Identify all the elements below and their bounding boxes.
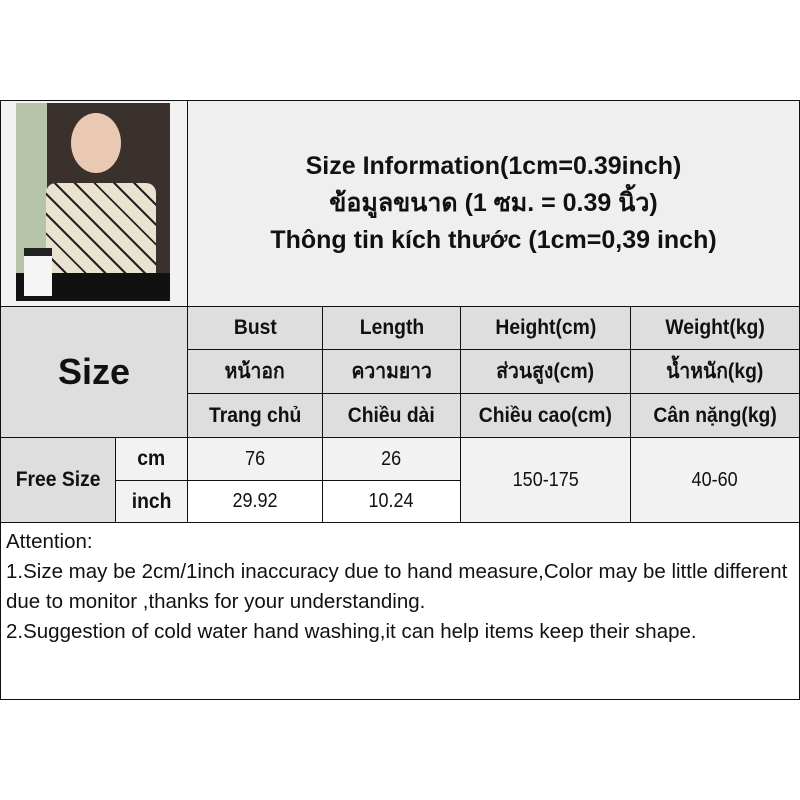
header-length-th: ความยาว [322,349,461,394]
title-th: ข้อมูลขนาด (1 ซม. = 0.39 นิ้ว) [329,189,658,217]
size-header: Size [0,306,188,438]
header-height-th: ส่วนสูง(cm) [460,349,631,394]
size-info-title: Size Information(1cm=0.39inch) ข้อมูลขนา… [187,100,800,307]
header-bust-vi: Trang chủ [187,393,323,438]
header-height-en: Height(cm) [460,306,631,350]
header-weight-en: Weight(kg) [630,306,800,350]
bust-cm: 76 [187,437,323,481]
header-length-en: Length [322,306,461,350]
bust-inch: 29.92 [187,480,323,523]
length-inch: 10.24 [322,480,461,523]
height-range: 150-175 [460,437,631,523]
header-weight-th: น้ำหนัก(kg) [630,349,800,394]
unit-cm: cm [115,437,188,481]
unit-inch: inch [115,480,188,523]
weight-range: 40-60 [630,437,800,523]
header-bust-th: หน้าอก [187,349,323,394]
attention-line-1: 1.Size may be 2cm/1inch inaccuracy due t… [6,560,788,613]
attention-heading: Attention: [6,530,93,553]
header-bust-en: Bust [187,306,323,350]
product-photo [16,103,170,301]
free-size-label: Free Size [0,437,116,523]
attention-line-2: 2.Suggestion of cold water hand washing,… [6,620,697,643]
attention-notes: Attention: 1.Size may be 2cm/1inch inacc… [0,522,800,700]
length-cm: 26 [322,437,461,481]
header-height-vi: Chiều cao(cm) [460,393,631,438]
title-en: Size Information(1cm=0.39inch) [305,152,682,180]
header-weight-vi: Cân nặng(kg) [630,393,800,438]
title-vi: Thông tin kích thước (1cm=0,39 inch) [270,226,717,254]
header-length-vi: Chiều dài [322,393,461,438]
